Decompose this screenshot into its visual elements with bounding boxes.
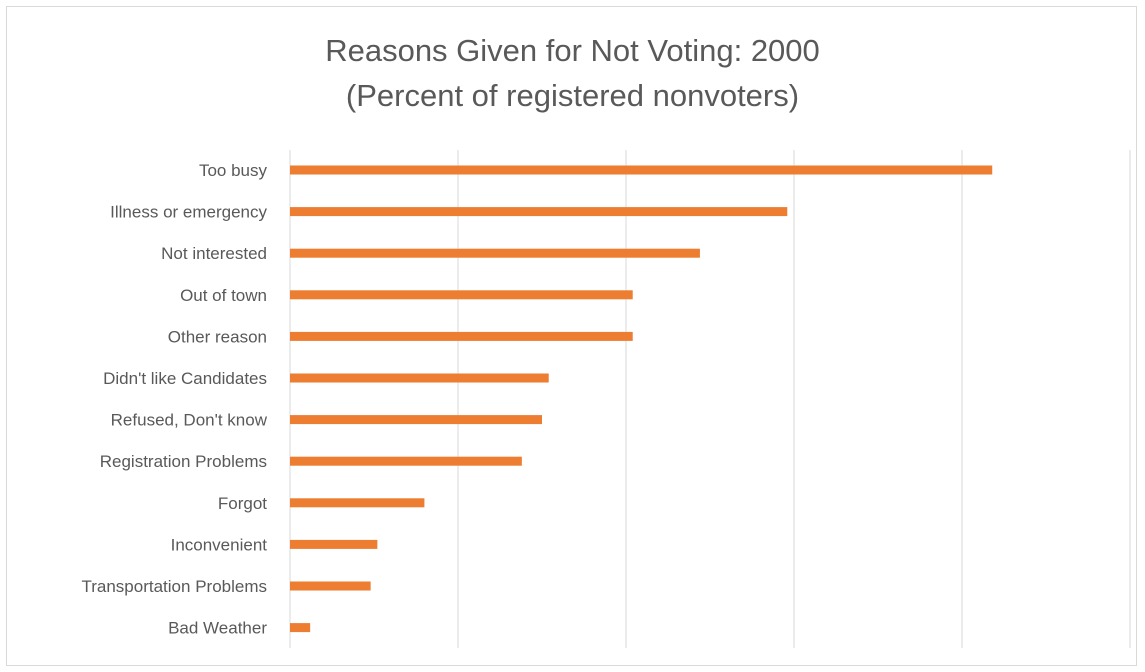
bar <box>290 165 993 175</box>
category-label: Other reason <box>168 327 267 346</box>
category-label: Forgot <box>218 494 267 513</box>
bar <box>290 207 788 217</box>
bar <box>290 331 633 341</box>
category-label: Transportation Problems <box>81 577 267 596</box>
category-label: Bad Weather <box>168 619 267 638</box>
chart-title-block: Reasons Given for Not Voting: 2000 (Perc… <box>0 28 1145 118</box>
category-label: Out of town <box>180 286 267 305</box>
bar <box>290 581 371 591</box>
category-label: Too busy <box>199 161 268 180</box>
bar <box>290 415 542 425</box>
category-label: Inconvenient <box>171 535 268 554</box>
bar <box>290 248 700 258</box>
category-labels: Too busy Illness or emergency Not interest… <box>81 161 267 638</box>
category-label: Illness or emergency <box>110 203 267 222</box>
chart-subtitle: (Percent of registered nonvoters) <box>345 78 800 113</box>
category-label: Registration Problems <box>100 452 267 471</box>
bar <box>290 539 378 549</box>
bar <box>290 456 522 466</box>
category-label: Not interested <box>161 244 267 263</box>
category-label: Didn't like Candidates <box>103 369 267 388</box>
chart-title: Reasons Given for Not Voting: 2000 <box>325 33 820 68</box>
category-label: Refused, Don't know <box>111 411 268 430</box>
bar <box>290 290 633 300</box>
gridlines <box>289 150 1131 648</box>
bar <box>290 373 549 383</box>
bar <box>290 498 425 508</box>
bar <box>290 623 311 633</box>
bars <box>290 165 993 633</box>
